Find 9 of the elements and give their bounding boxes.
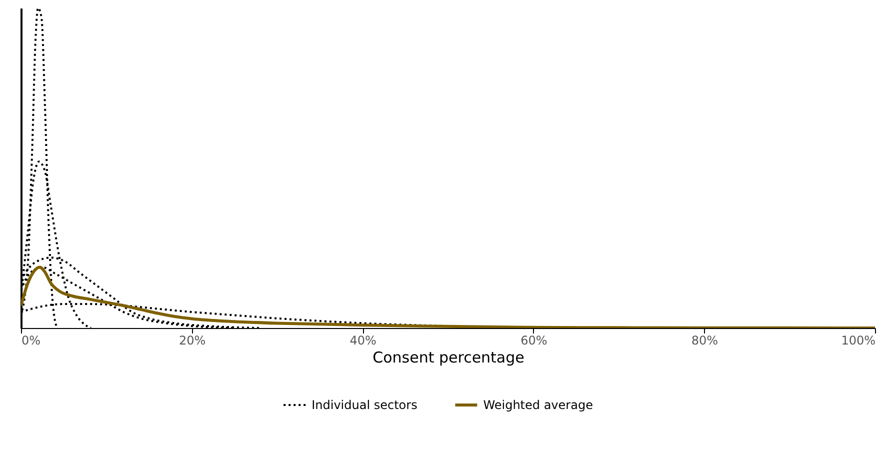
x-tick-label: 60% — [520, 334, 548, 348]
x-tick-label: 0% — [22, 334, 41, 348]
x-tick-label: 100% — [841, 334, 876, 348]
x-tick-label: 40% — [350, 334, 376, 348]
x-tick-label: 20% — [178, 334, 206, 348]
legend-label: Individual sectors — [312, 398, 418, 412]
x-tick-label: 80% — [691, 334, 718, 348]
legend-label: Weighted average — [483, 398, 593, 412]
x-axis-title: Consent percentage — [372, 348, 524, 366]
